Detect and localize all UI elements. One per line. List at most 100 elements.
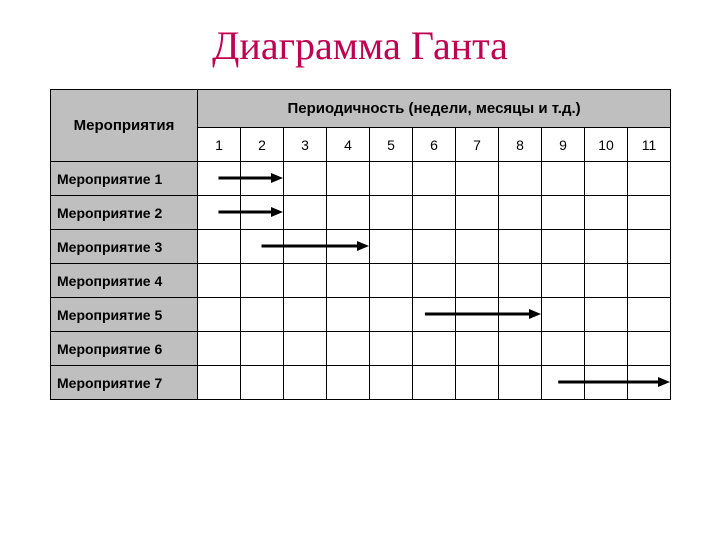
period-number: 3	[284, 128, 327, 162]
gantt-cell	[370, 230, 413, 264]
gantt-cell	[370, 196, 413, 230]
table-row: Мероприятие 4	[51, 264, 671, 298]
gantt-cell	[499, 264, 542, 298]
gantt-cell	[542, 162, 585, 196]
table-row: Мероприятие 7	[51, 366, 671, 400]
period-number: 1	[198, 128, 241, 162]
gantt-cell	[241, 366, 284, 400]
gantt-cell	[198, 196, 241, 230]
table-row: Мероприятие 5	[51, 298, 671, 332]
period-number: 6	[413, 128, 456, 162]
gantt-cell	[413, 196, 456, 230]
table-row: Мероприятие 2	[51, 196, 671, 230]
period-number: 2	[241, 128, 284, 162]
period-number: 10	[585, 128, 628, 162]
gantt-cell	[241, 230, 284, 264]
gantt-cell	[628, 264, 671, 298]
gantt-cell	[198, 332, 241, 366]
gantt-cell	[456, 366, 499, 400]
gantt-cell	[499, 230, 542, 264]
gantt-cell	[327, 264, 370, 298]
gantt-cell	[370, 332, 413, 366]
gantt-cell	[542, 366, 585, 400]
gantt-cell	[413, 298, 456, 332]
gantt-cell	[284, 162, 327, 196]
gantt-cell	[499, 366, 542, 400]
table-row: Мероприятие 6	[51, 332, 671, 366]
gantt-cell	[413, 366, 456, 400]
gantt-cell	[284, 332, 327, 366]
gantt-cell	[327, 366, 370, 400]
gantt-cell	[542, 264, 585, 298]
table-row: Мероприятие 1	[51, 162, 671, 196]
activity-label: Мероприятие 6	[51, 332, 198, 366]
gantt-cell	[370, 366, 413, 400]
gantt-cell	[284, 230, 327, 264]
periodicity-header: Периодичность (недели, месяцы и т.д.)	[198, 90, 671, 128]
gantt-cell	[413, 230, 456, 264]
gantt-cell	[456, 298, 499, 332]
gantt-cell	[585, 298, 628, 332]
period-number: 11	[628, 128, 671, 162]
gantt-cell	[284, 196, 327, 230]
slide-title: Диаграмма Ганта	[0, 0, 720, 89]
gantt-cell	[198, 264, 241, 298]
gantt-cell	[284, 366, 327, 400]
gantt-cell	[456, 264, 499, 298]
gantt-tbody: Мероприятия Периодичность (недели, месяц…	[51, 90, 671, 400]
period-number: 5	[370, 128, 413, 162]
gantt-cell	[542, 332, 585, 366]
gantt-cell	[499, 162, 542, 196]
gantt-chart: Мероприятия Периодичность (недели, месяц…	[50, 89, 670, 400]
gantt-cell	[241, 264, 284, 298]
gantt-cell	[370, 162, 413, 196]
period-number: 8	[499, 128, 542, 162]
gantt-cell	[499, 298, 542, 332]
gantt-cell	[284, 298, 327, 332]
activities-header: Мероприятия	[51, 90, 198, 162]
gantt-cell	[241, 298, 284, 332]
gantt-cell	[628, 196, 671, 230]
gantt-cell	[628, 366, 671, 400]
gantt-cell	[198, 162, 241, 196]
period-number: 9	[542, 128, 585, 162]
gantt-cell	[241, 332, 284, 366]
gantt-cell	[327, 332, 370, 366]
gantt-cell	[198, 366, 241, 400]
gantt-table: Мероприятия Периодичность (недели, месяц…	[50, 89, 671, 400]
gantt-cell	[370, 298, 413, 332]
gantt-cell	[585, 230, 628, 264]
activity-label: Мероприятие 3	[51, 230, 198, 264]
gantt-cell	[327, 298, 370, 332]
activity-label: Мероприятие 1	[51, 162, 198, 196]
period-number: 4	[327, 128, 370, 162]
period-number: 7	[456, 128, 499, 162]
gantt-cell	[456, 162, 499, 196]
gantt-cell	[585, 196, 628, 230]
gantt-cell	[585, 332, 628, 366]
table-row: Мероприятие 3	[51, 230, 671, 264]
gantt-cell	[413, 264, 456, 298]
gantt-cell	[456, 230, 499, 264]
gantt-cell	[628, 162, 671, 196]
gantt-cell	[456, 196, 499, 230]
gantt-cell	[499, 332, 542, 366]
gantt-cell	[542, 298, 585, 332]
gantt-cell	[198, 298, 241, 332]
gantt-cell	[413, 332, 456, 366]
gantt-cell	[628, 298, 671, 332]
gantt-cell	[456, 332, 499, 366]
gantt-cell	[327, 230, 370, 264]
gantt-cell	[542, 230, 585, 264]
gantt-cell	[585, 264, 628, 298]
gantt-cell	[542, 196, 585, 230]
gantt-cell	[628, 230, 671, 264]
gantt-cell	[284, 264, 327, 298]
gantt-cell	[241, 196, 284, 230]
gantt-cell	[628, 332, 671, 366]
activity-label: Мероприятие 5	[51, 298, 198, 332]
gantt-cell	[327, 162, 370, 196]
activity-label: Мероприятие 4	[51, 264, 198, 298]
gantt-cell	[585, 366, 628, 400]
activity-label: Мероприятие 2	[51, 196, 198, 230]
